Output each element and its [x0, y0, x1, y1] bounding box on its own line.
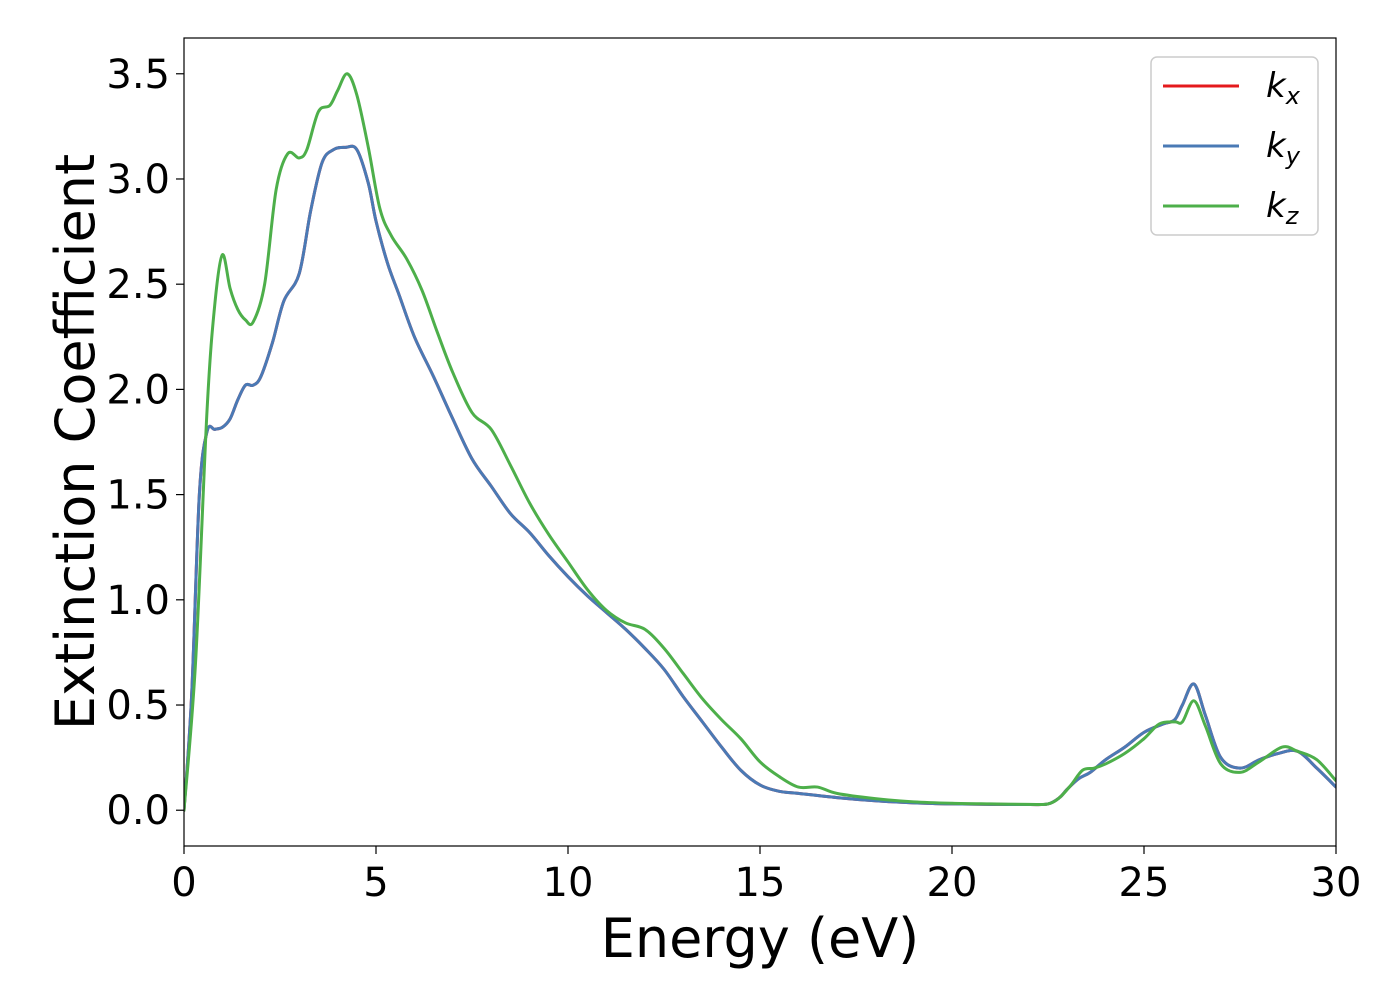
x-tick-label: 15 [735, 860, 786, 906]
x-axis-title: Energy (eV) [601, 907, 920, 970]
y-tick-label: 2.5 [106, 262, 170, 308]
y-tick-label: 2.0 [106, 367, 170, 413]
x-tick-label: 5 [363, 860, 388, 906]
series-line-z [184, 72, 1336, 812]
series-lines [184, 72, 1336, 812]
x-tick-label: 10 [543, 860, 594, 906]
y-axis-title: Extinction Coefficient [44, 154, 107, 730]
y-axis-ticks: 0.0 0.5 1.0 1.5 2.0 2.5 3.0 3.5 [106, 52, 184, 834]
x-tick-label: 30 [1311, 860, 1362, 906]
x-tick-label: 0 [171, 860, 196, 906]
y-tick-label: 3.0 [106, 157, 170, 203]
y-tick-label: 3.5 [106, 52, 170, 98]
x-tick-label: 20 [927, 860, 978, 906]
series-line-y [184, 144, 1336, 812]
legend: kx ky kz [1150, 56, 1319, 236]
y-tick-label: 0.0 [106, 788, 170, 834]
x-axis-ticks: 0 5 10 15 20 25 30 [171, 846, 1361, 906]
x-tick-label: 25 [1119, 860, 1170, 906]
y-tick-label: 1.0 [106, 578, 170, 624]
legend-label-x: kx [1266, 66, 1301, 110]
y-tick-label: 1.5 [106, 473, 170, 519]
y-tick-label: 0.5 [106, 683, 170, 729]
legend-label-z: kz [1266, 186, 1300, 230]
legend-label-y: ky [1266, 126, 1301, 170]
